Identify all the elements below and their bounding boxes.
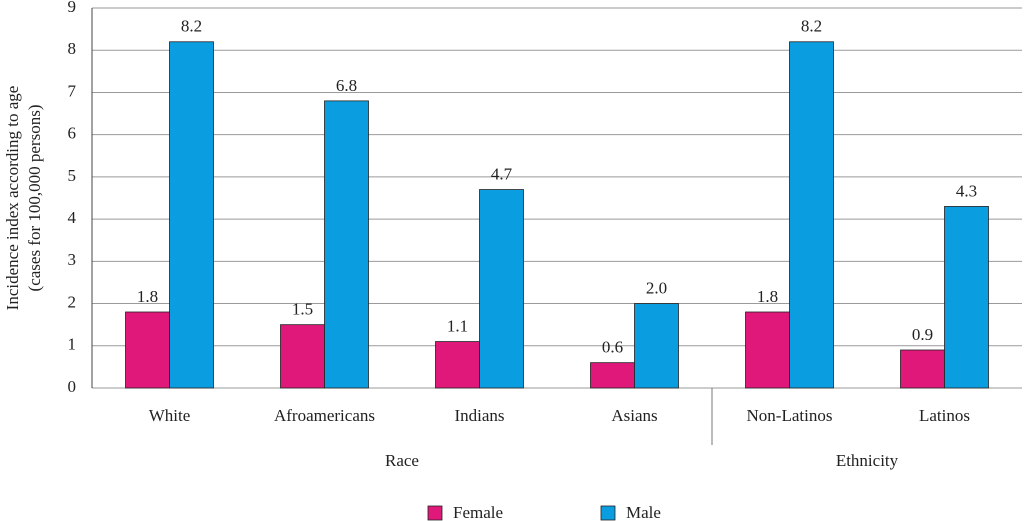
x-tick-label: Indians [454,406,504,425]
legend-label: Female [453,503,503,521]
group-label: Ethnicity [836,451,899,470]
value-label: 1.8 [137,287,158,306]
y-label-line: (cases for 100,000 persons) [25,105,44,292]
bar [789,41,834,389]
y-tick-label: 1 [68,335,77,354]
y-axis-label: Incidence index according to age (cases … [3,86,44,311]
bar [900,349,945,389]
value-label: 4.7 [491,164,513,183]
legend-swatch [600,505,616,521]
x-tick-label: Non-Latinos [747,406,833,425]
x-tick-label: Asians [611,406,657,425]
y-tick-label: 6 [68,124,77,143]
bar [435,341,480,389]
value-label: 0.9 [912,325,933,344]
group-label: Race [385,451,419,470]
bar [169,41,214,389]
y-tick-label: 5 [68,166,77,185]
bar [944,206,989,389]
value-label: 2.0 [646,278,667,297]
value-label: 1.5 [292,300,313,319]
bar [324,100,369,389]
value-label: 1.8 [757,287,778,306]
y-tick-label: 8 [68,39,77,58]
value-label: 8.2 [181,17,202,36]
bar [479,189,524,389]
y-tick-label: 0 [68,377,77,396]
value-label: 4.3 [956,181,977,200]
x-tick-label: Afroamericans [274,406,375,425]
bar [590,362,635,389]
value-label: 0.6 [602,338,623,357]
bar [280,324,325,389]
value-label: 1.1 [447,316,468,335]
value-label: 8.2 [801,17,822,36]
legend-swatch [427,505,443,521]
y-tick-label: 9 [68,0,77,16]
y-tick-label: 7 [68,81,77,100]
y-tick-label: 3 [68,250,77,269]
bar [125,311,170,389]
y-tick-label: 2 [68,292,77,311]
y-label-line: Incidence index according to age [3,86,22,311]
x-tick-label: White [149,406,191,425]
value-label: 6.8 [336,76,357,95]
x-tick-label: Latinos [919,406,970,425]
legend-label: Male [626,503,661,521]
bar [745,311,790,389]
y-tick-label: 4 [68,208,77,227]
bar [634,303,679,389]
